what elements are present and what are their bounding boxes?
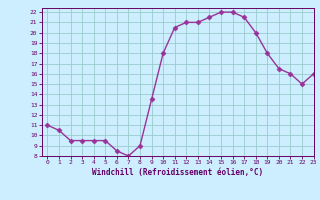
X-axis label: Windchill (Refroidissement éolien,°C): Windchill (Refroidissement éolien,°C) (92, 168, 263, 177)
